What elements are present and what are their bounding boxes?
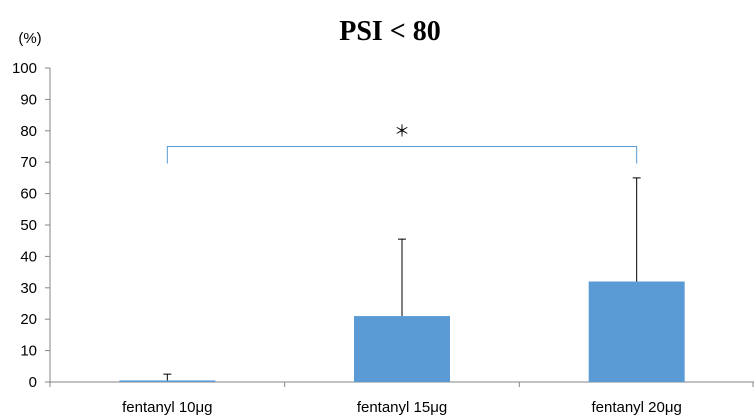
bar	[354, 316, 450, 382]
y-tick-label: 100	[12, 60, 37, 77]
y-tick-label: 80	[20, 123, 37, 140]
y-axis-unit-label: (%)	[18, 30, 41, 47]
y-tick-label: 90	[20, 91, 37, 108]
y-tick-label: 50	[20, 217, 37, 234]
x-tick-label: fentanyl 10μg	[122, 399, 212, 416]
x-tick-label: fentanyl 20μg	[591, 399, 681, 416]
x-tick-label: fentanyl 15μg	[357, 399, 447, 416]
significance-marker: ＊	[394, 122, 410, 141]
chart-title: PSI < 80	[339, 16, 441, 47]
y-tick-label: 30	[20, 280, 37, 297]
y-tick-label: 10	[20, 343, 37, 360]
y-axis-ticks: 0 10 20 30 40 50 60 70 80 90 100	[12, 60, 50, 391]
y-tick-label: 0	[29, 374, 37, 391]
plot-area: ＊	[49, 68, 754, 387]
x-axis-labels: fentanyl 10μg fentanyl 15μg fentanyl 20μg	[122, 399, 682, 416]
bar	[119, 380, 216, 382]
y-tick-label: 20	[20, 311, 37, 328]
y-tick-label: 70	[20, 154, 37, 171]
y-tick-label: 40	[20, 248, 37, 265]
bar	[588, 281, 685, 382]
y-tick-label: 60	[20, 186, 37, 203]
significance-bracket	[166, 146, 638, 164]
